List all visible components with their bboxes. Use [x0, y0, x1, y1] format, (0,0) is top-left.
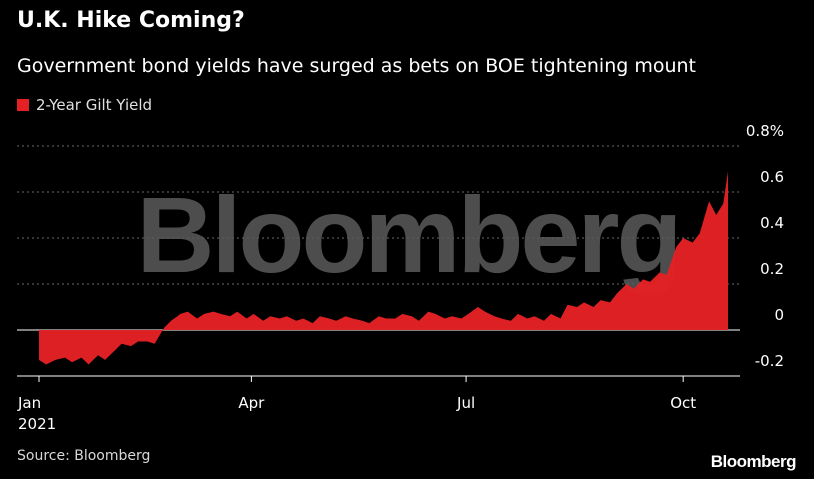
x-axis: Jan 2021 Apr Jul Oct — [17, 375, 740, 433]
legend-label: 2-Year Gilt Yield — [36, 96, 153, 114]
bloomberg-logo: Bloomberg — [710, 452, 797, 471]
series-area — [39, 171, 728, 365]
x-tick-label: Apr — [238, 394, 265, 412]
y-tick-label: -0.2 — [755, 352, 784, 370]
chart-subtitle: Government bond yields have surged as be… — [17, 55, 696, 77]
legend: 2-Year Gilt Yield — [17, 96, 153, 114]
y-axis: 0.8% 0.6 0.4 0.2 0 -0.2 — [746, 122, 784, 370]
x-tick-label: Oct — [670, 394, 696, 412]
chart-title: U.K. Hike Coming? — [17, 8, 245, 33]
y-tick-label: 0.2 — [760, 260, 784, 278]
y-tick-label: 0 — [774, 306, 784, 324]
legend-swatch — [17, 99, 29, 111]
x-tick-label: Jul — [456, 394, 475, 412]
x-tick-year-label: 2021 — [18, 415, 56, 433]
y-tick-label: 0.6 — [760, 168, 784, 186]
source-note: Source: Bloomberg — [17, 448, 151, 464]
y-tick-label: 0.8% — [746, 122, 784, 140]
watermark: Bloomberg — [136, 174, 679, 295]
x-tick-label: Jan — [17, 394, 41, 412]
y-tick-label: 0.4 — [760, 214, 784, 232]
